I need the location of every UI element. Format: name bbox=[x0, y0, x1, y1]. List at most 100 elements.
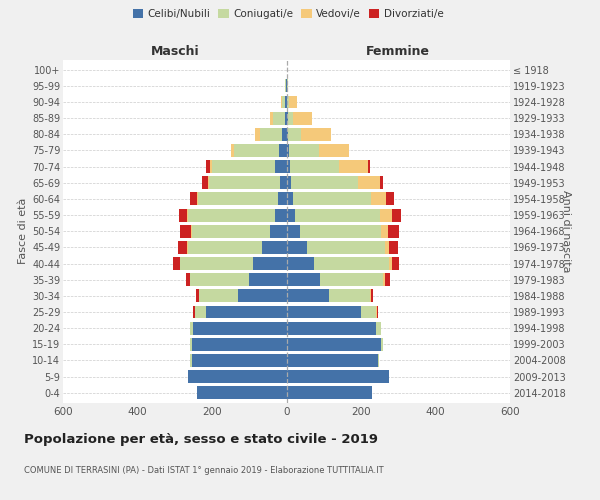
Bar bbox=[299, 225, 382, 237]
Bar bbox=[371, 192, 386, 205]
Bar bbox=[179, 208, 187, 222]
Bar bbox=[173, 257, 180, 270]
Bar bbox=[190, 338, 191, 351]
Bar bbox=[287, 128, 289, 141]
Bar bbox=[199, 290, 238, 302]
Bar bbox=[289, 128, 301, 141]
Bar bbox=[197, 192, 198, 205]
Bar bbox=[249, 274, 287, 286]
Bar bbox=[281, 96, 283, 108]
Bar bbox=[187, 208, 188, 222]
Bar bbox=[338, 160, 368, 173]
Text: Maschi: Maschi bbox=[151, 44, 199, 58]
Bar bbox=[392, 208, 401, 222]
Bar bbox=[190, 322, 193, 334]
Bar bbox=[209, 176, 280, 189]
Bar bbox=[206, 160, 210, 173]
Bar bbox=[193, 306, 195, 318]
Bar bbox=[287, 80, 289, 92]
Bar bbox=[287, 354, 378, 367]
Bar bbox=[274, 112, 284, 124]
Bar bbox=[235, 144, 279, 157]
Bar bbox=[188, 208, 275, 222]
Bar bbox=[253, 257, 287, 270]
Bar bbox=[278, 192, 287, 205]
Bar bbox=[197, 386, 287, 400]
Bar bbox=[196, 290, 199, 302]
Bar bbox=[385, 241, 389, 254]
Bar bbox=[287, 176, 291, 189]
Bar bbox=[191, 338, 287, 351]
Bar bbox=[301, 128, 331, 141]
Bar bbox=[190, 354, 191, 367]
Bar bbox=[202, 176, 208, 189]
Bar bbox=[212, 160, 275, 173]
Bar bbox=[193, 322, 287, 334]
Bar bbox=[289, 144, 319, 157]
Bar bbox=[287, 144, 289, 157]
Bar bbox=[179, 225, 191, 237]
Bar bbox=[329, 290, 370, 302]
Bar bbox=[289, 96, 296, 108]
Bar bbox=[287, 192, 293, 205]
Bar bbox=[287, 225, 299, 237]
Bar bbox=[287, 306, 361, 318]
Bar bbox=[191, 354, 287, 367]
Bar bbox=[210, 160, 212, 173]
Bar bbox=[195, 306, 206, 318]
Bar bbox=[307, 241, 385, 254]
Bar bbox=[271, 112, 274, 124]
Bar bbox=[191, 225, 270, 237]
Bar bbox=[382, 225, 388, 237]
Bar bbox=[190, 274, 249, 286]
Bar bbox=[198, 192, 278, 205]
Text: COMUNE DI TERRASINI (PA) - Dati ISTAT 1° gennaio 2019 - Elaborazione TUTTITALIA.: COMUNE DI TERRASINI (PA) - Dati ISTAT 1°… bbox=[24, 466, 383, 475]
Bar bbox=[286, 96, 287, 108]
Bar bbox=[178, 241, 187, 254]
Bar bbox=[208, 176, 209, 189]
Bar bbox=[378, 354, 379, 367]
Bar bbox=[380, 208, 392, 222]
Bar bbox=[376, 306, 377, 318]
Bar bbox=[370, 290, 371, 302]
Bar bbox=[238, 290, 287, 302]
Bar bbox=[270, 225, 287, 237]
Bar bbox=[291, 176, 358, 189]
Bar bbox=[287, 160, 290, 173]
Bar bbox=[275, 208, 287, 222]
Y-axis label: Anni di nascita: Anni di nascita bbox=[561, 190, 571, 272]
Bar bbox=[290, 160, 338, 173]
Bar bbox=[293, 112, 312, 124]
Bar bbox=[358, 176, 380, 189]
Bar bbox=[287, 370, 389, 383]
Bar bbox=[368, 160, 370, 173]
Bar bbox=[280, 176, 287, 189]
Bar bbox=[382, 338, 383, 351]
Bar bbox=[262, 241, 287, 254]
Bar bbox=[287, 290, 329, 302]
Bar bbox=[181, 257, 253, 270]
Bar bbox=[320, 274, 383, 286]
Bar bbox=[293, 192, 371, 205]
Bar bbox=[282, 128, 287, 141]
Legend: Celibi/Nubili, Coniugati/e, Vedovi/e, Divorziati/e: Celibi/Nubili, Coniugati/e, Vedovi/e, Di… bbox=[128, 5, 448, 24]
Bar bbox=[287, 257, 314, 270]
Bar bbox=[383, 274, 385, 286]
Text: Femmine: Femmine bbox=[366, 44, 430, 58]
Bar bbox=[206, 306, 287, 318]
Bar bbox=[388, 225, 400, 237]
Bar bbox=[314, 257, 389, 270]
Bar bbox=[287, 96, 289, 108]
Bar bbox=[385, 274, 389, 286]
Text: Popolazione per età, sesso e stato civile - 2019: Popolazione per età, sesso e stato civil… bbox=[24, 432, 378, 446]
Bar bbox=[287, 208, 295, 222]
Bar bbox=[380, 176, 383, 189]
Bar bbox=[376, 322, 382, 334]
Bar bbox=[377, 306, 378, 318]
Y-axis label: Fasce di età: Fasce di età bbox=[17, 198, 28, 264]
Bar bbox=[386, 192, 394, 205]
Bar bbox=[361, 306, 376, 318]
Bar bbox=[287, 112, 293, 124]
Bar bbox=[188, 241, 262, 254]
Bar bbox=[389, 241, 398, 254]
